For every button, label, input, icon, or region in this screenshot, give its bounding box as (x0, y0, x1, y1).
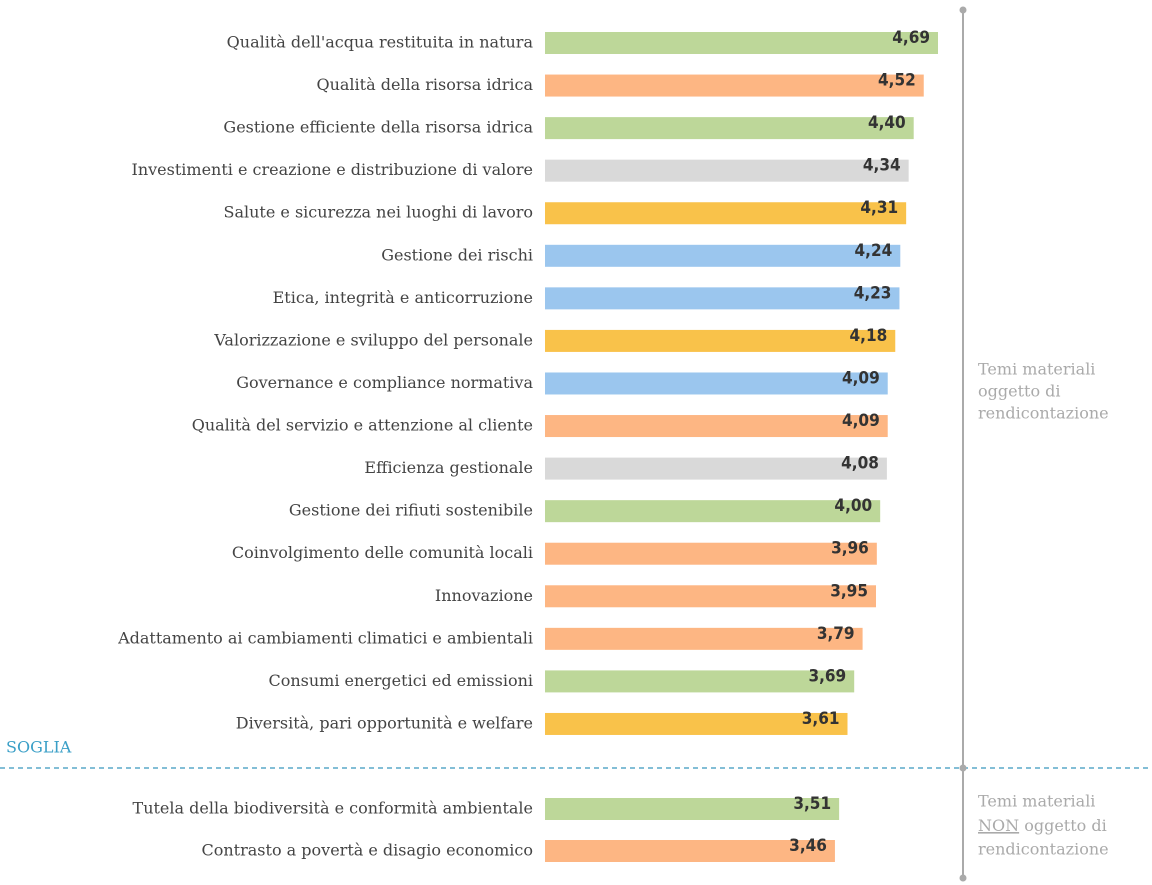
bar (545, 840, 835, 862)
value-label: 4,23 (854, 283, 892, 303)
divider-dot (959, 6, 967, 14)
value-label: 3,46 (789, 836, 827, 856)
value-label: 4,52 (878, 71, 916, 91)
bar (545, 117, 914, 140)
value-label: 4,08 (841, 454, 879, 474)
bar (545, 32, 938, 54)
category-label: Qualità del servizio e attenzione al cli… (192, 416, 533, 435)
group-label: oggetto di (978, 382, 1061, 401)
value-label: 4,18 (850, 326, 888, 346)
value-label: 4,09 (842, 368, 880, 388)
group-label: rendicontazione (978, 840, 1109, 859)
bar (545, 287, 900, 310)
bar (545, 415, 888, 438)
bar (545, 500, 881, 523)
category-label: Tutela della biodiversità e conformità a… (133, 799, 533, 818)
value-label: 4,00 (834, 496, 872, 516)
bar (545, 159, 909, 182)
value-label: 4,24 (855, 241, 893, 261)
bar (545, 329, 896, 352)
category-label: Valorizzazione e sviluppo del personale (213, 330, 533, 349)
category-label: Investimenti e creazione e distribuzione… (132, 160, 533, 179)
group-label: NON oggetto di (978, 816, 1107, 835)
divider-dot (959, 874, 967, 882)
category-label: Qualità dell'acqua restituita in natura (227, 33, 534, 52)
bar (545, 542, 877, 565)
value-label: 4,09 (842, 411, 880, 431)
category-label: Innovazione (435, 586, 533, 605)
group-label: rendicontazione (978, 404, 1109, 423)
bar (545, 244, 901, 267)
group-label-part: oggetto di (1019, 816, 1107, 835)
category-label: Efficienza gestionale (364, 458, 533, 477)
group-label: Temi materiali (978, 792, 1095, 811)
category-label: Qualità della risorsa idrica (316, 75, 533, 94)
bar (545, 372, 888, 395)
bar (545, 202, 907, 225)
category-label: Etica, integrità e anticorruzione (273, 288, 533, 307)
category-label: Gestione dei rischi (381, 245, 533, 264)
category-label: Gestione dei rifiuti sostenibile (289, 501, 533, 520)
bar (545, 585, 876, 608)
value-label: 4,40 (868, 113, 906, 133)
value-label: 3,95 (830, 581, 868, 601)
value-label: 3,51 (793, 794, 831, 814)
category-label: Gestione efficiente della risorsa idrica (223, 118, 533, 137)
value-label: 4,69 (892, 28, 930, 48)
bar (545, 798, 840, 820)
category-label: Contrasto a povertà e disagio economico (202, 841, 534, 860)
category-label: Diversità, pari opportunità e welfare (236, 713, 533, 732)
value-label: 3,96 (831, 539, 869, 559)
bar (545, 712, 848, 735)
category-label: Governance e compliance normativa (236, 373, 533, 392)
category-label: Coinvolgimento delle comunità locali (232, 543, 533, 562)
category-label: Salute e sicurezza nei luoghi di lavoro (224, 203, 534, 222)
bar (545, 457, 887, 480)
bar (545, 627, 863, 650)
threshold-label: SOGLIA (6, 738, 72, 757)
group-label-emphasis: NON (978, 816, 1019, 835)
bar (545, 670, 855, 693)
value-label: 3,79 (817, 624, 855, 644)
group-label: Temi materiali (978, 360, 1095, 379)
category-label: Adattamento ai cambiamenti climatici e a… (117, 628, 533, 647)
value-label: 4,31 (860, 198, 898, 218)
value-label: 3,69 (808, 666, 846, 686)
value-label: 4,34 (863, 156, 901, 176)
bar (545, 74, 924, 97)
value-label: 3,61 (802, 709, 840, 729)
divider-dot (959, 764, 967, 772)
category-label: Consumi energetici ed emissioni (268, 671, 533, 690)
